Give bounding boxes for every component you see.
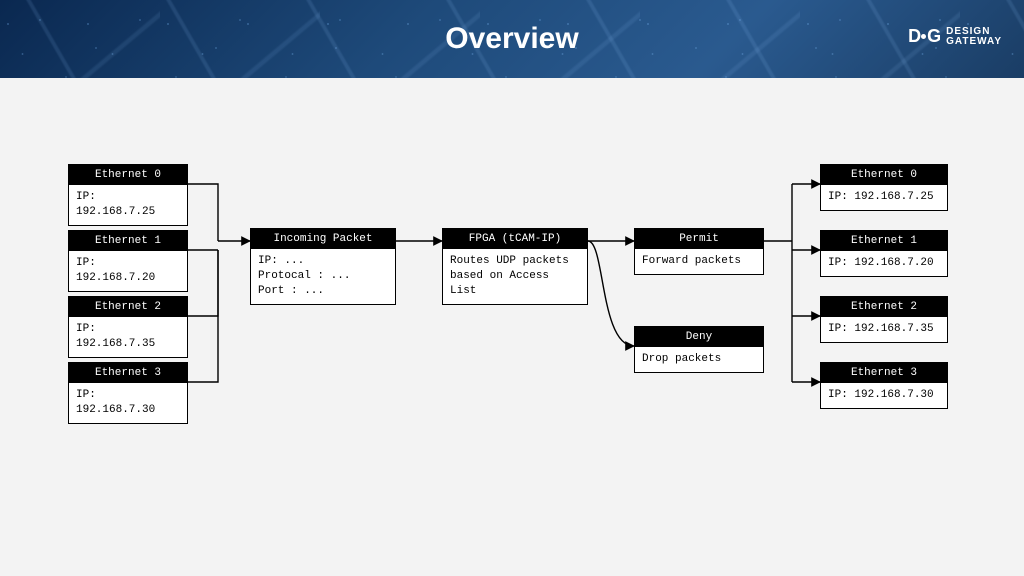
node-body: IP: 192.168.7.30 — [821, 383, 947, 408]
node-header: Ethernet 0 — [821, 165, 947, 185]
node-body: IP: 192.168.7.25 — [821, 185, 947, 210]
logo-line1: DESIGN — [946, 27, 1002, 37]
logo-text: DESIGN GATEWAY — [946, 27, 1002, 47]
node-header: Ethernet 1 — [821, 231, 947, 251]
node-header: Incoming Packet — [251, 229, 395, 249]
node-header: Deny — [635, 327, 763, 347]
node-body: IP: 192.168.7.35 — [821, 317, 947, 342]
node-header: Ethernet 0 — [69, 165, 187, 185]
node-body: IP: 192.168.7.20 — [69, 251, 187, 291]
node-body: Forward packets — [635, 249, 763, 274]
edge — [188, 250, 218, 316]
node-eth0_in: Ethernet 0IP: 192.168.7.25 — [68, 164, 188, 226]
node-eth2_out: Ethernet 2IP: 192.168.7.35 — [820, 296, 948, 343]
node-header: Ethernet 3 — [821, 363, 947, 383]
node-header: Permit — [635, 229, 763, 249]
page-title: Overview — [445, 22, 578, 56]
node-header: FPGA (tCAM-IP) — [443, 229, 587, 249]
node-header: Ethernet 1 — [69, 231, 187, 251]
node-body: IP: 192.168.7.20 — [821, 251, 947, 276]
edge — [188, 184, 218, 241]
node-incoming: Incoming PacketIP: ... Protocal : ... Po… — [250, 228, 396, 305]
node-deny: DenyDrop packets — [634, 326, 764, 373]
logo-mark: DG — [908, 26, 940, 47]
node-body: Routes UDP packets based on Access List — [443, 249, 587, 304]
edge — [188, 250, 218, 382]
node-eth3_out: Ethernet 3IP: 192.168.7.30 — [820, 362, 948, 409]
node-header: Ethernet 2 — [69, 297, 187, 317]
node-header: Ethernet 2 — [821, 297, 947, 317]
node-eth0_out: Ethernet 0IP: 192.168.7.25 — [820, 164, 948, 211]
node-permit: PermitForward packets — [634, 228, 764, 275]
node-body: IP: 192.168.7.25 — [69, 185, 187, 225]
node-body: IP: ... Protocal : ... Port : ... — [251, 249, 395, 304]
logo-line2: GATEWAY — [946, 37, 1002, 47]
node-eth1_in: Ethernet 1IP: 192.168.7.20 — [68, 230, 188, 292]
node-body: Drop packets — [635, 347, 763, 372]
slide-header: Overview DG DESIGN GATEWAY — [0, 0, 1024, 78]
diagram-canvas: Ethernet 0IP: 192.168.7.25Ethernet 1IP: … — [0, 78, 1024, 576]
node-fpga: FPGA (tCAM-IP)Routes UDP packets based o… — [442, 228, 588, 305]
node-eth2_in: Ethernet 2IP: 192.168.7.35 — [68, 296, 188, 358]
node-header: Ethernet 3 — [69, 363, 187, 383]
node-body: IP: 192.168.7.30 — [69, 383, 187, 423]
node-eth1_out: Ethernet 1IP: 192.168.7.20 — [820, 230, 948, 277]
brand-logo: DG DESIGN GATEWAY — [908, 26, 1002, 47]
node-body: IP: 192.168.7.35 — [69, 317, 187, 357]
edge — [588, 241, 634, 346]
node-eth3_in: Ethernet 3IP: 192.168.7.30 — [68, 362, 188, 424]
